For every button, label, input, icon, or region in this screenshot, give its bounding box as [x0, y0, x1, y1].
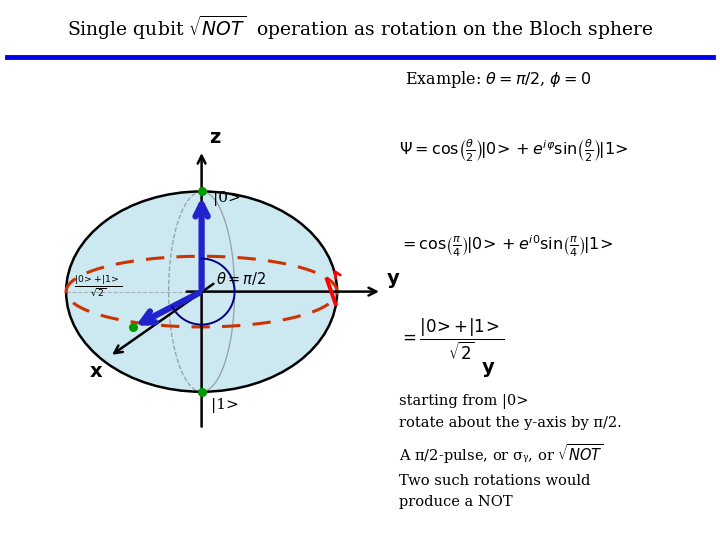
Text: |0>: |0> — [213, 191, 241, 206]
Text: $= \dfrac{|0\!>\!+\!|1\!>}{\sqrt{2}}$: $= \dfrac{|0\!>\!+\!|1\!>}{\sqrt{2}}$ — [399, 316, 504, 362]
Text: y: y — [387, 269, 400, 288]
Text: x: x — [89, 362, 102, 381]
Ellipse shape — [66, 192, 337, 392]
Text: |1>: |1> — [211, 397, 239, 413]
Text: Example: $\theta = \pi/2$, $\phi = 0$: Example: $\theta = \pi/2$, $\phi = 0$ — [405, 69, 591, 90]
Text: z: z — [209, 127, 220, 147]
Text: Single qubit $\sqrt{NOT}$  operation as rotation on the Bloch sphere: Single qubit $\sqrt{NOT}$ operation as r… — [67, 14, 653, 42]
Text: $\frac{|0\!>\!+\!|1\!>}{\sqrt{2}}$: $\frac{|0\!>\!+\!|1\!>}{\sqrt{2}}$ — [74, 273, 122, 298]
Text: y: y — [482, 358, 495, 377]
Text: $= \cos\!\left(\frac{\pi}{4}\right)\!|0\!> +e^{i0}\sin\!\left(\frac{\pi}{4}\righ: $= \cos\!\left(\frac{\pi}{4}\right)\!|0\… — [399, 234, 613, 259]
Text: $\theta = \pi / 2$: $\theta = \pi / 2$ — [216, 270, 266, 287]
Text: $\Psi = \cos\!\left(\frac{\theta}{2}\right)\!|0\!> +e^{i\varphi}\sin\!\left(\fra: $\Psi = \cos\!\left(\frac{\theta}{2}\rig… — [399, 137, 629, 163]
Text: starting from |0>
rotate about the y-axis by π/2.
A π/2-pulse, or σᵧ, or $\sqrt{: starting from |0> rotate about the y-axi… — [399, 394, 621, 509]
